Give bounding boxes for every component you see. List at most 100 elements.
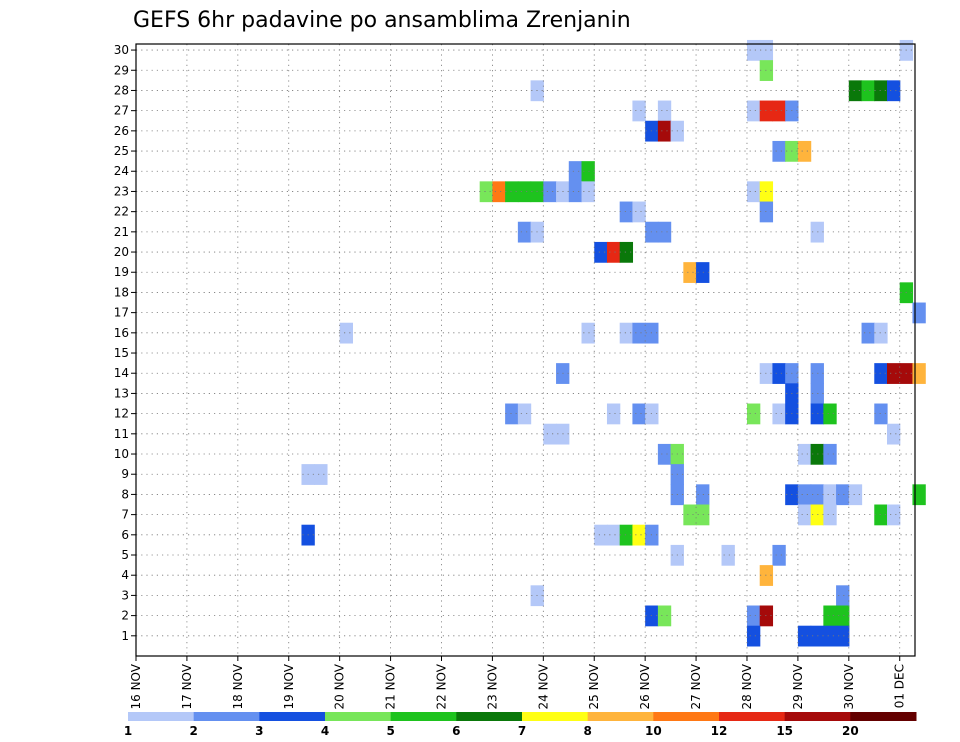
- x-tick-label: 27 NOV: [689, 663, 703, 709]
- precip-cell: [887, 504, 901, 526]
- precip-cell: [657, 120, 672, 142]
- precip-cell: [746, 605, 761, 627]
- precip-cell: [505, 403, 519, 425]
- precip-cell: [746, 625, 761, 647]
- precip-cell: [339, 322, 353, 344]
- legend-label: 6: [452, 724, 460, 738]
- precip-cell: [568, 181, 583, 203]
- legend-label: 2: [189, 724, 197, 738]
- legend-label: 1: [124, 724, 132, 738]
- precip-cell: [696, 484, 710, 506]
- precip-cell: [836, 585, 850, 607]
- y-tick-label: 4: [121, 568, 129, 582]
- legend-label: 7: [518, 724, 526, 738]
- legend-swatch: [259, 712, 326, 721]
- precip-cell: [823, 484, 837, 506]
- legend-swatch: [193, 712, 260, 721]
- legend-swatch: [784, 712, 851, 721]
- y-tick-label: 6: [121, 528, 129, 542]
- precip-cell: [912, 302, 926, 324]
- y-tick-label: 14: [114, 366, 129, 380]
- precip-cell: [657, 605, 672, 627]
- precip-cell: [797, 504, 812, 526]
- legend-label: 15: [776, 724, 793, 738]
- y-axis: 1234567891011121314151617181920212223242…: [114, 43, 136, 643]
- precip-cell: [874, 322, 888, 344]
- legend-label: 20: [842, 724, 859, 738]
- precip-cell: [632, 100, 646, 122]
- precip-cell: [606, 524, 621, 546]
- legend-swatch: [390, 712, 457, 721]
- y-tick-label: 11: [114, 427, 129, 441]
- y-tick-label: 26: [114, 124, 129, 138]
- precip-cell: [632, 201, 646, 223]
- y-tick-label: 5: [121, 548, 129, 562]
- y-tick-label: 9: [121, 467, 129, 481]
- precip-cell: [543, 181, 557, 203]
- precip-cell: [581, 181, 595, 203]
- precip-cell: [696, 262, 710, 283]
- x-tick-label: 30 NOV: [842, 663, 856, 709]
- legend-label: 3: [255, 724, 263, 738]
- chart-title: GEFS 6hr padavine po ansamblima Zrenjani…: [133, 8, 631, 33]
- precip-cell: [874, 403, 888, 425]
- precip-cell: [797, 625, 812, 647]
- x-tick-label: 21 NOV: [384, 663, 398, 709]
- precip-cell: [568, 161, 583, 182]
- y-tick-label: 20: [114, 245, 129, 259]
- y-tick-label: 1: [121, 629, 129, 643]
- x-tick-label: 28 NOV: [740, 663, 754, 709]
- precip-cell: [606, 403, 621, 425]
- precip-cell: [746, 181, 761, 203]
- x-tick-label: 19 NOV: [282, 663, 296, 709]
- y-tick-label: 7: [121, 508, 129, 522]
- y-tick-label: 23: [114, 184, 129, 198]
- precip-cell: [683, 262, 697, 283]
- x-tick-label: 16 NOV: [129, 663, 143, 709]
- y-tick-label: 29: [114, 63, 129, 77]
- y-tick-label: 21: [114, 225, 129, 239]
- precip-cell: [657, 443, 672, 465]
- y-tick-label: 3: [121, 588, 129, 602]
- y-tick-label: 25: [114, 144, 129, 158]
- y-tick-label: 27: [114, 104, 129, 118]
- y-tick-label: 17: [114, 306, 129, 320]
- precip-cell: [657, 100, 672, 122]
- x-tick-label: 22 NOV: [434, 663, 448, 709]
- precip-cell: [746, 39, 761, 61]
- precip-cell: [772, 403, 786, 425]
- precip-cell: [874, 363, 888, 384]
- x-tick-label: 23 NOV: [485, 663, 499, 709]
- x-tick-label: 18 NOV: [231, 663, 245, 709]
- precip-cell: [861, 322, 875, 344]
- precip-cell: [517, 403, 532, 425]
- precip-cell: [657, 221, 672, 243]
- precip-cell: [632, 322, 646, 344]
- precip-cell: [594, 524, 608, 546]
- x-tick-label: 20 NOV: [333, 663, 347, 709]
- precip-cell: [619, 524, 634, 546]
- precip-cell: [505, 181, 519, 203]
- y-tick-label: 22: [114, 205, 129, 219]
- precip-cell: [823, 504, 837, 526]
- precip-cell: [772, 544, 786, 566]
- x-tick-label: 29 NOV: [791, 663, 805, 709]
- precip-cell: [619, 201, 634, 223]
- heatmap-cells: [301, 39, 926, 647]
- precip-cell: [606, 241, 621, 263]
- plot-frame: [135, 43, 916, 657]
- y-tick-label: 19: [114, 265, 129, 279]
- precip-cell: [581, 322, 595, 344]
- precip-cell: [912, 363, 926, 384]
- grid-lines: [136, 44, 915, 656]
- legend-label: 5: [386, 724, 394, 738]
- precip-cell: [848, 80, 863, 102]
- y-tick-label: 2: [121, 609, 129, 623]
- precip-cell: [683, 504, 697, 526]
- y-tick-label: 12: [114, 407, 129, 421]
- y-tick-label: 10: [114, 447, 129, 461]
- precip-cell: [848, 484, 863, 506]
- legend-label: 12: [711, 724, 728, 738]
- precip-cell: [836, 605, 850, 627]
- legend-swatch: [850, 712, 917, 721]
